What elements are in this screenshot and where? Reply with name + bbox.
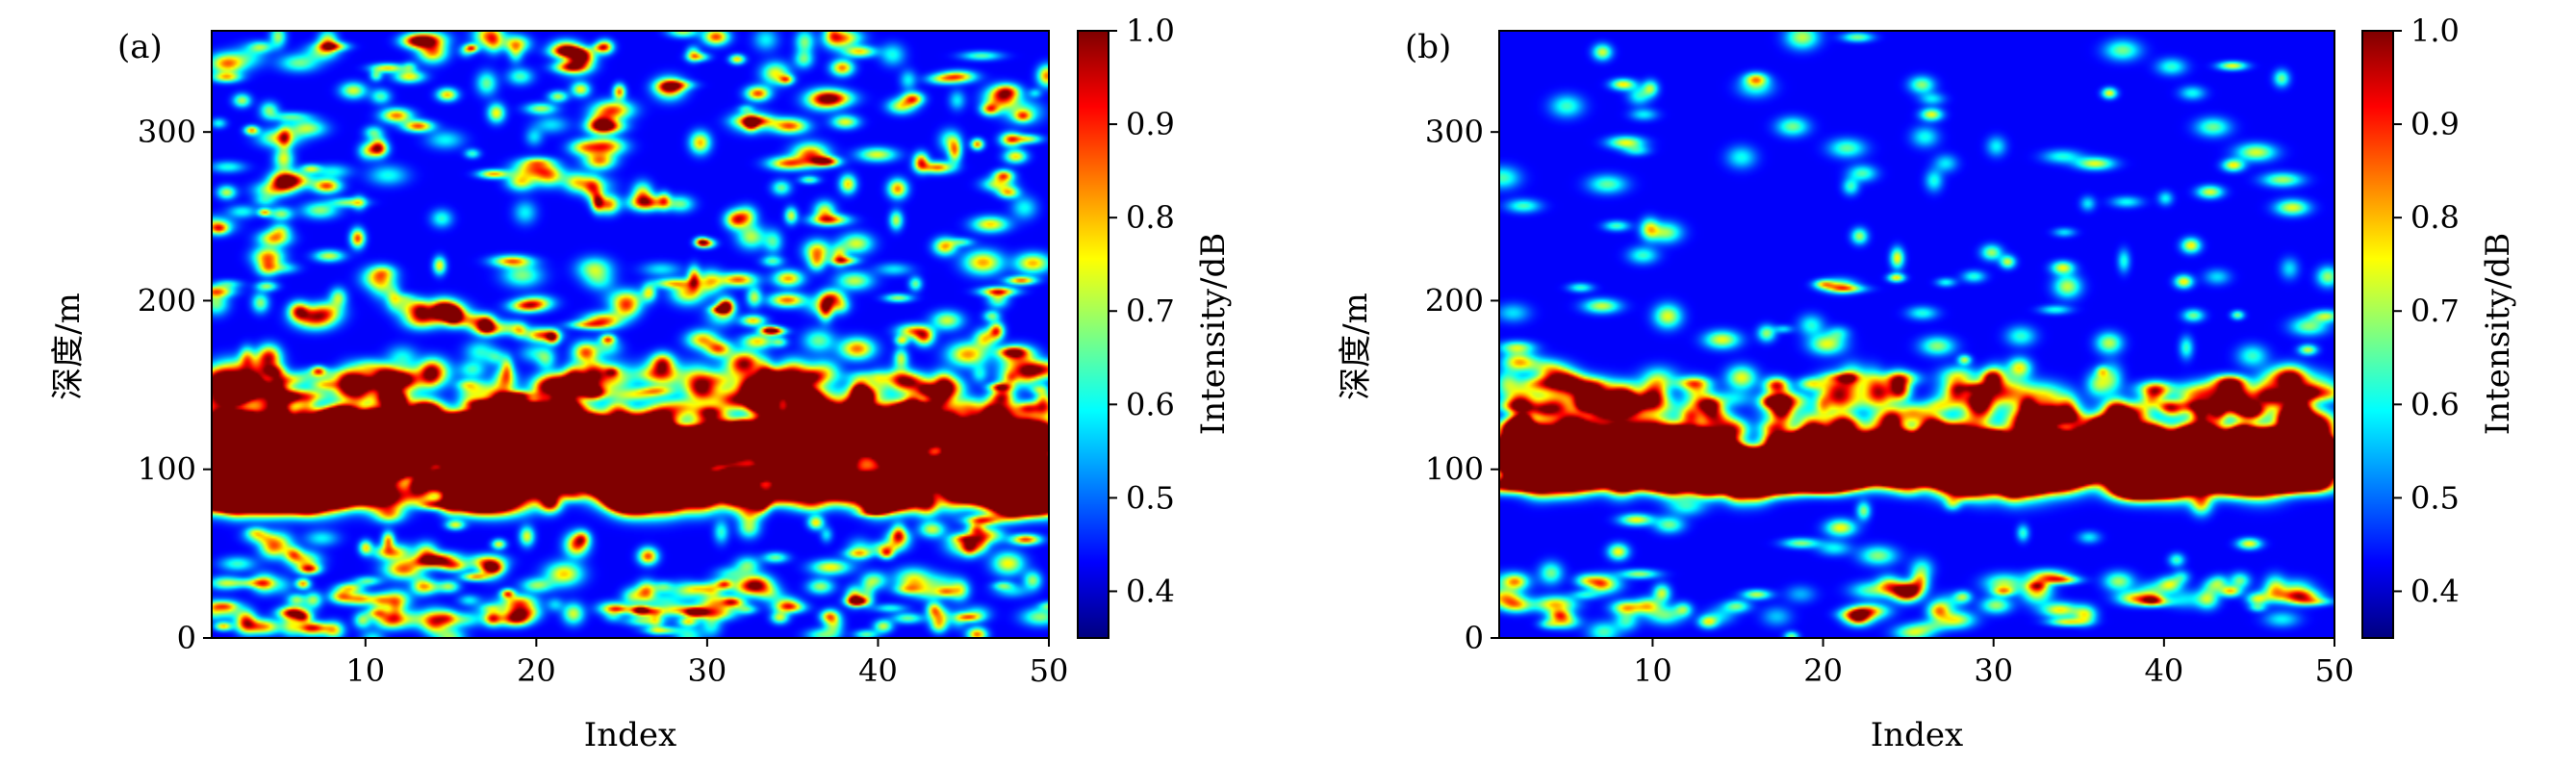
panel-label-a: (a) [117,28,163,66]
colorbar-tick-label: 1.0 [1126,13,1175,49]
colorbar-tick-label: 0.5 [1126,479,1175,516]
x-tick-label: 10 [345,652,385,689]
colorbar-tick-label: 0.5 [2410,479,2460,516]
x-tick-label: 50 [1030,652,1069,689]
colorbar-tick-label: 0.6 [2410,386,2460,422]
y-axis-label-b: 深度/m [1337,293,1375,400]
y-axis-label-a: 深度/m [49,293,88,400]
x-tick-label: 40 [2144,652,2183,689]
colorbar-tick-label: 0.6 [1126,386,1175,422]
x-tick-label: 10 [1633,652,1672,689]
heatmap-a [212,31,1049,638]
colorbar-tick-label: 0.8 [1126,199,1175,236]
y-tick-label: 200 [138,282,196,319]
colorbar-a [1077,30,1109,639]
x-tick-label: 20 [1803,652,1843,689]
x-tick-label: 40 [858,652,898,689]
x-axis-label-b: Index [1871,716,1963,754]
colorbar-ticks-b: 0.4 0.5 0.6 0.7 0.8 0.9 1.0 [2393,13,2460,609]
y-tick-label: 100 [138,451,196,488]
y-tick-label: 300 [1425,114,1484,150]
y-tick-label: 100 [1425,451,1484,488]
colorbar-label-a: Intensity/dB [1194,233,1233,435]
x-tick-label: 30 [688,652,727,689]
colorbar-tick-label: 1.0 [2410,13,2460,49]
colorbar-ticks-a: 0.4 0.5 0.6 0.7 0.8 0.9 1.0 [1109,13,1175,609]
colorbar-tick-label: 0.7 [1126,293,1175,329]
y-tick-label: 0 [177,620,196,656]
colorbar-tick-label: 0.7 [2410,293,2460,329]
colorbar-tick-label: 0.4 [1126,573,1175,609]
x-tick-label: 50 [2315,652,2355,689]
colorbar-tick-label: 0.8 [2410,199,2460,236]
axes-ticks-a: 10 20 30 40 50 0 100 200 300 [138,114,1068,689]
y-tick-label: 0 [1465,620,1484,656]
colorbar-tick-label: 0.9 [2410,106,2460,142]
x-tick-label: 30 [1974,652,2013,689]
colorbar-b [2361,30,2394,639]
colorbar-label-b: Intensity/dB [2479,233,2517,435]
axes-frame-b [1498,30,2335,639]
x-axis-label-a: Index [584,716,676,754]
colorbar-tick-label: 0.4 [2410,573,2460,609]
axes-frame-a [211,30,1050,639]
panel-label-b: (b) [1405,28,1451,66]
y-tick-label: 300 [138,114,196,150]
heatmap-b [1499,31,2334,638]
x-tick-label: 20 [517,652,556,689]
axes-ticks-b: 10 20 30 40 50 0 100 200 300 [1425,114,2354,689]
y-tick-label: 200 [1425,282,1484,319]
colorbar-tick-label: 0.9 [1126,106,1175,142]
